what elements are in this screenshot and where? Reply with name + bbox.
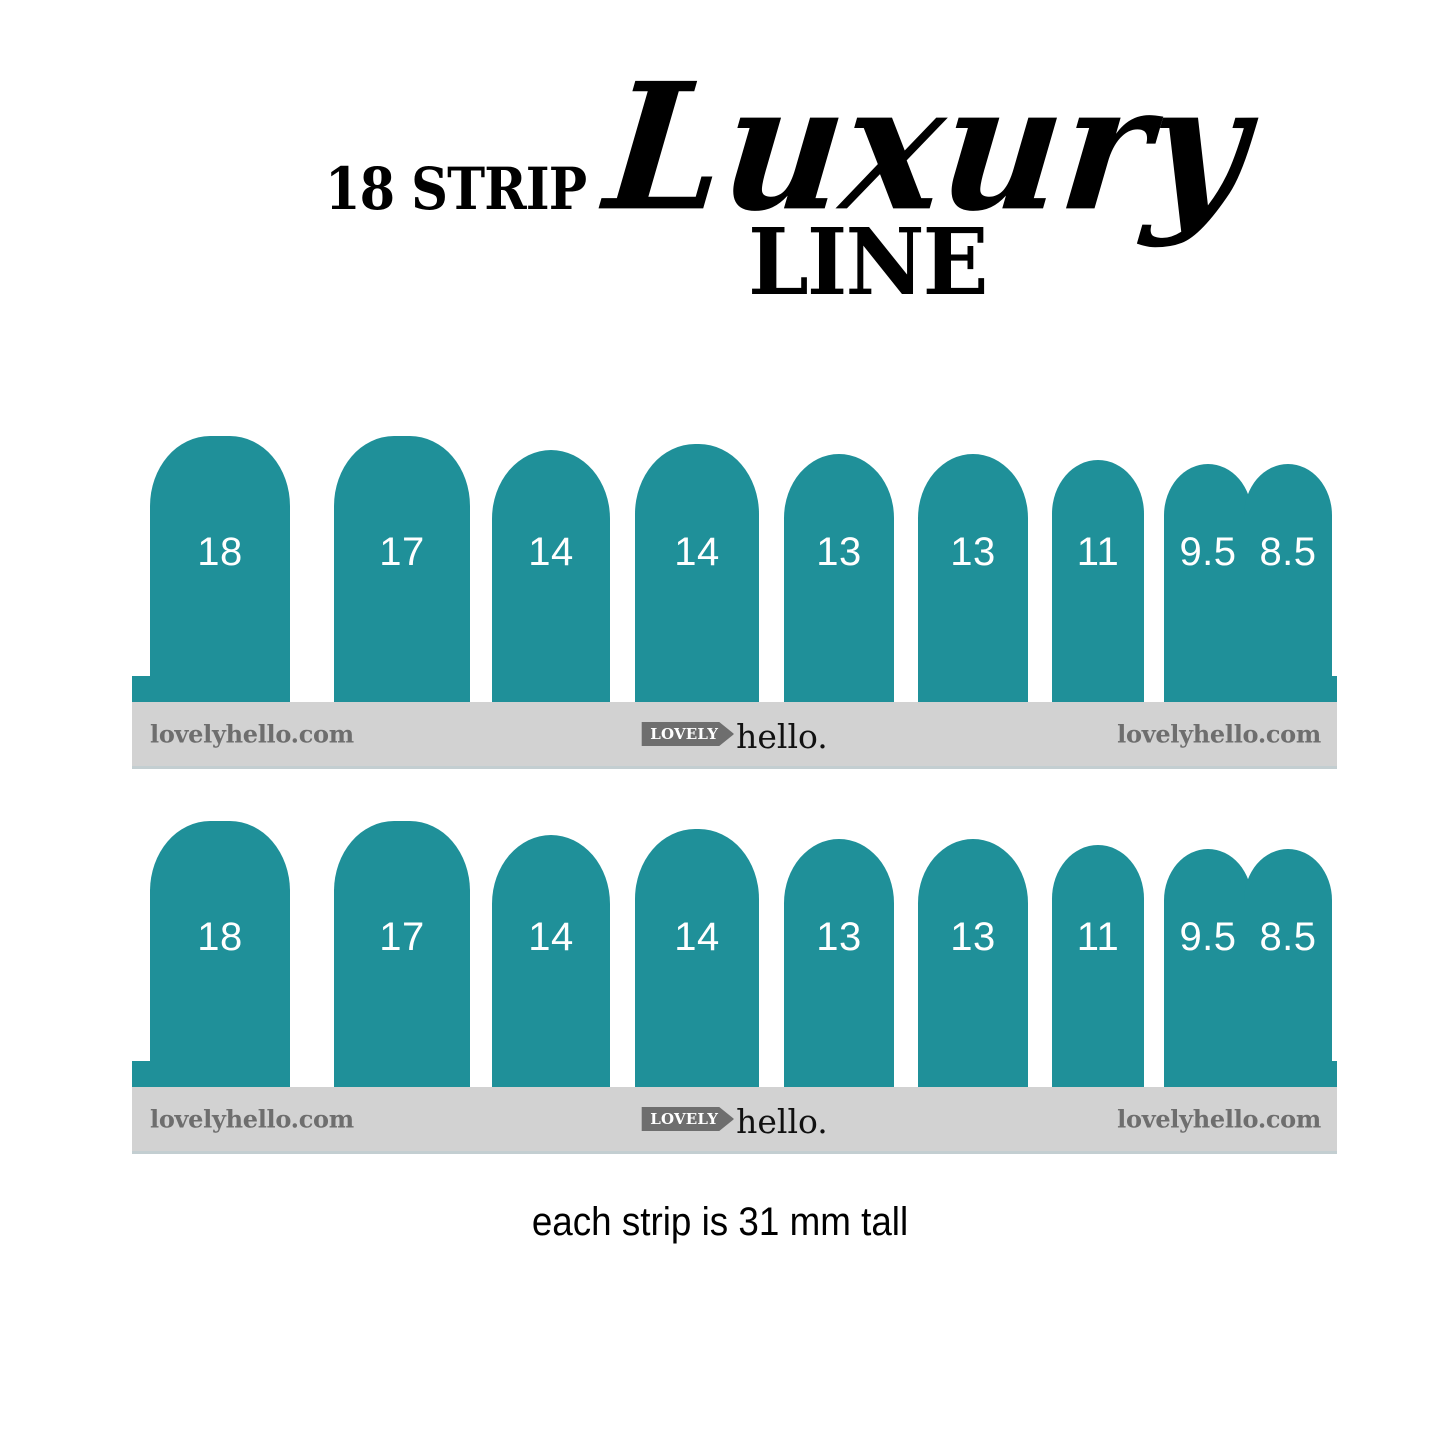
- nail-strip-item[interactable]: 13: [784, 454, 894, 702]
- nail-strip-item[interactable]: 9.5: [1164, 849, 1252, 1087]
- nail-gap-notch: [1144, 676, 1164, 702]
- nail-size-label: 11: [1076, 915, 1120, 959]
- nail-strip-item[interactable]: 11: [1052, 460, 1144, 702]
- strip-footer-bar-1: lovelyhello.com LOVELY hello. lovelyhell…: [132, 702, 1337, 769]
- nail-strip-item[interactable]: 18: [150, 436, 290, 702]
- nail-strip-2: 18 17 14 14 13 13 11 9.5 8.5 lovelyhello.com LOV…: [132, 805, 1337, 1154]
- nail-strip-item[interactable]: 8.5: [1244, 464, 1332, 702]
- nail-gap-notch: [1028, 676, 1052, 702]
- nail-size-label: 17: [379, 530, 425, 574]
- notch-arrow-icon: [470, 1061, 492, 1087]
- notch-arrow-icon: [759, 676, 784, 702]
- footer-url-left: lovelyhello.com: [150, 719, 354, 749]
- nail-size-label: 13: [816, 915, 862, 959]
- brand-logo: LOVELY hello.: [641, 716, 828, 756]
- nail-size-label: 8.5: [1259, 915, 1317, 959]
- notch-arrow-icon: [1028, 676, 1052, 702]
- title-block: 18 STRIP Luxury LINE: [0, 0, 1440, 360]
- nail-size-label: 14: [528, 915, 574, 959]
- nail-size-label: 14: [528, 530, 574, 574]
- notch-arrow-icon: [894, 1061, 918, 1087]
- nail-size-label: 17: [379, 915, 425, 959]
- nail-size-label: 14: [674, 915, 720, 959]
- footer-url-left: lovelyhello.com: [150, 1104, 354, 1134]
- notch-arrow-icon: [1144, 1061, 1164, 1087]
- nail-gap-notch: [1144, 1061, 1164, 1087]
- footer-url-right: lovelyhello.com: [1117, 719, 1321, 749]
- nail-gap-notch: [470, 1061, 492, 1087]
- nail-strip-1: 18 17 14 14 13 13 11 9.5 8.5 lovelyhello.com LOV…: [132, 420, 1337, 769]
- nail-strip-item[interactable]: 8.5: [1244, 849, 1332, 1087]
- logo-badge-lovely: LOVELY: [641, 1107, 735, 1131]
- nail-gap-notch: [610, 676, 635, 702]
- nail-strip-item[interactable]: 13: [918, 454, 1028, 702]
- notch-arrow-icon: [290, 676, 334, 702]
- brand-logo: LOVELY hello.: [641, 1101, 828, 1141]
- nail-gap-notch: [759, 1061, 784, 1087]
- logo-badge-lovely: LOVELY: [641, 722, 735, 746]
- nail-gap-notch: [290, 676, 334, 702]
- nail-gap-notch: [610, 1061, 635, 1087]
- nail-strip-item[interactable]: 14: [492, 835, 610, 1087]
- nail-size-label: 9.5: [1179, 915, 1237, 959]
- nail-size-label: 13: [950, 915, 996, 959]
- nail-gap-notch: [290, 1061, 334, 1087]
- title-suffix: LINE: [748, 208, 989, 316]
- nail-strip-item[interactable]: 11: [1052, 845, 1144, 1087]
- nail-size-label: 18: [197, 915, 243, 959]
- notch-arrow-icon: [759, 1061, 784, 1087]
- logo-word-hello: hello.: [736, 1101, 828, 1141]
- nail-gap-notch: [894, 1061, 918, 1087]
- notch-arrow-icon: [610, 1061, 635, 1087]
- notch-arrow-icon: [610, 676, 635, 702]
- notch-arrow-icon: [1028, 1061, 1052, 1087]
- title-prefix: 18 STRIP: [325, 155, 587, 223]
- logo-word-hello: hello.: [736, 716, 828, 756]
- caption-strip-height: each strip is 31 mm tall: [531, 1200, 909, 1244]
- nail-gap-notch: [1028, 1061, 1052, 1087]
- nail-size-label: 18: [197, 530, 243, 574]
- nail-strip-item[interactable]: 9.5: [1164, 464, 1252, 702]
- nail-size-label: 13: [950, 530, 996, 574]
- nails-area-1: 18 17 14 14 13 13 11 9.5 8.5: [132, 420, 1337, 702]
- nail-size-label: 13: [816, 530, 862, 574]
- nail-size-label: 11: [1076, 530, 1120, 574]
- strip-footer-bar-2: lovelyhello.com LOVELY hello. lovelyhell…: [132, 1087, 1337, 1154]
- notch-arrow-icon: [290, 1061, 334, 1087]
- footer-url-right: lovelyhello.com: [1117, 1104, 1321, 1134]
- nail-strip-item[interactable]: 14: [635, 829, 759, 1087]
- nail-strip-item[interactable]: 13: [918, 839, 1028, 1087]
- nail-strip-item[interactable]: 14: [492, 450, 610, 702]
- notch-arrow-icon: [894, 676, 918, 702]
- nail-strip-item[interactable]: 13: [784, 839, 894, 1087]
- nail-strip-item[interactable]: 17: [334, 821, 470, 1087]
- nail-gap-notch: [759, 676, 784, 702]
- notch-arrow-icon: [1144, 676, 1164, 702]
- nails-area-2: 18 17 14 14 13 13 11 9.5 8.5: [132, 805, 1337, 1087]
- nail-gap-notch: [894, 676, 918, 702]
- nail-size-label: 14: [674, 530, 720, 574]
- nail-size-label: 8.5: [1259, 530, 1317, 574]
- nail-gap-notch: [470, 676, 492, 702]
- nail-strip-item[interactable]: 14: [635, 444, 759, 702]
- nail-size-label: 9.5: [1179, 530, 1237, 574]
- notch-arrow-icon: [470, 676, 492, 702]
- nail-strip-item[interactable]: 17: [334, 436, 470, 702]
- nail-strip-item[interactable]: 18: [150, 821, 290, 1087]
